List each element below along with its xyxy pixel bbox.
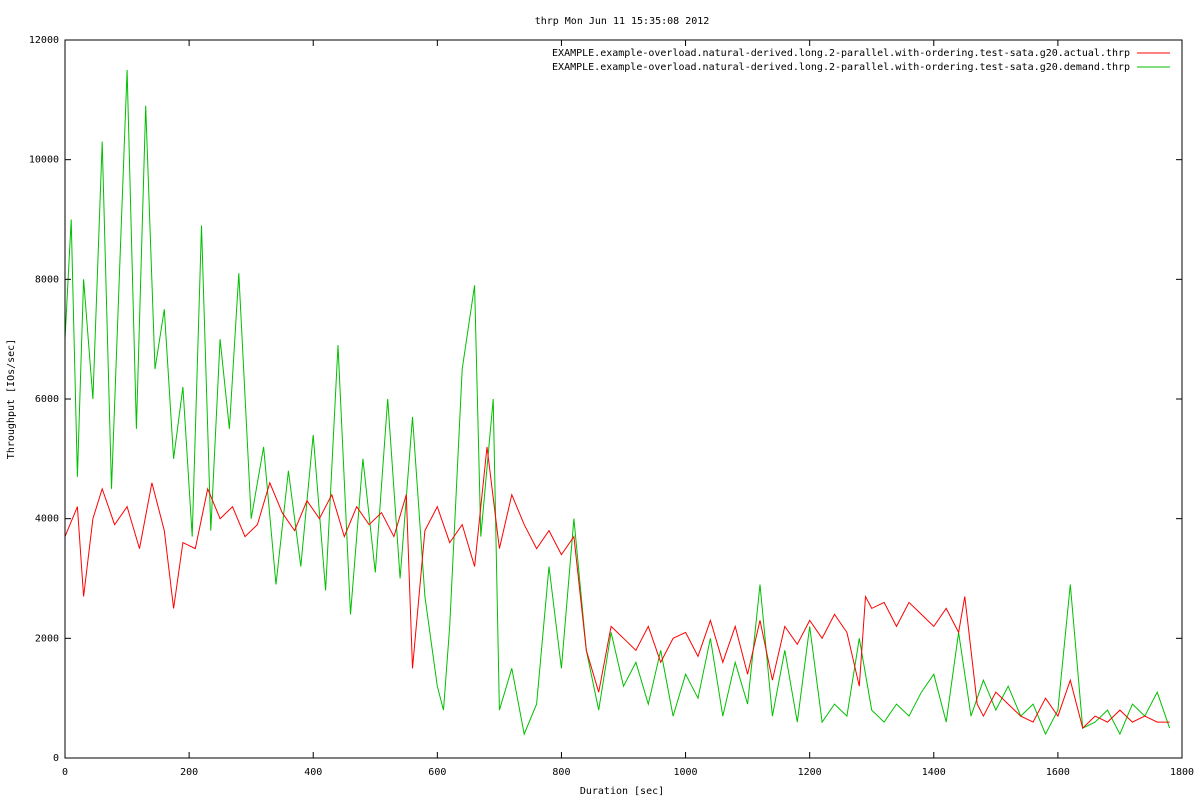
y-tick-label: 4000 [35,514,59,525]
y-tick-label: 12000 [29,35,59,46]
y-tick-label: 8000 [35,274,59,285]
x-tick-label: 1400 [922,767,946,778]
x-axis: 0 200 400 600 800 1000 1200 1400 1600 1800 [62,40,1194,778]
series-demand-line [64,69,1171,736]
chart-title: thrp Mon Jun 11 15:35:08 2012 [535,16,710,27]
x-tick-label: 1200 [798,767,822,778]
legend-label: EXAMPLE.example-overload.natural-derived… [552,48,1130,59]
y-axis: 0 2000 4000 6000 8000 10000 12000 [29,35,1182,764]
y-tick-label: 10000 [29,155,59,166]
legend: EXAMPLE.example-overload.natural-derived… [552,48,1170,73]
y-tick-label: 2000 [35,633,59,644]
x-tick-label: 800 [552,767,570,778]
x-tick-label: 600 [428,767,446,778]
y-tick-label: 6000 [35,394,59,405]
x-tick-label: 400 [304,767,322,778]
plot-area [64,69,1171,736]
x-tick-label: 1000 [674,767,698,778]
x-tick-label: 1800 [1170,767,1194,778]
x-tick-label: 0 [62,767,68,778]
y-tick-label: 0 [53,753,59,764]
plot-frame [64,39,1183,759]
x-axis-label: Duration [sec] [580,786,664,797]
series-actual-line [64,446,1170,730]
y-axis-label: Throughput [IOs/sec] [6,339,17,459]
legend-label: EXAMPLE.example-overload.natural-derived… [552,62,1130,73]
x-tick-label: 1600 [1046,767,1070,778]
x-tick-label: 200 [180,767,198,778]
